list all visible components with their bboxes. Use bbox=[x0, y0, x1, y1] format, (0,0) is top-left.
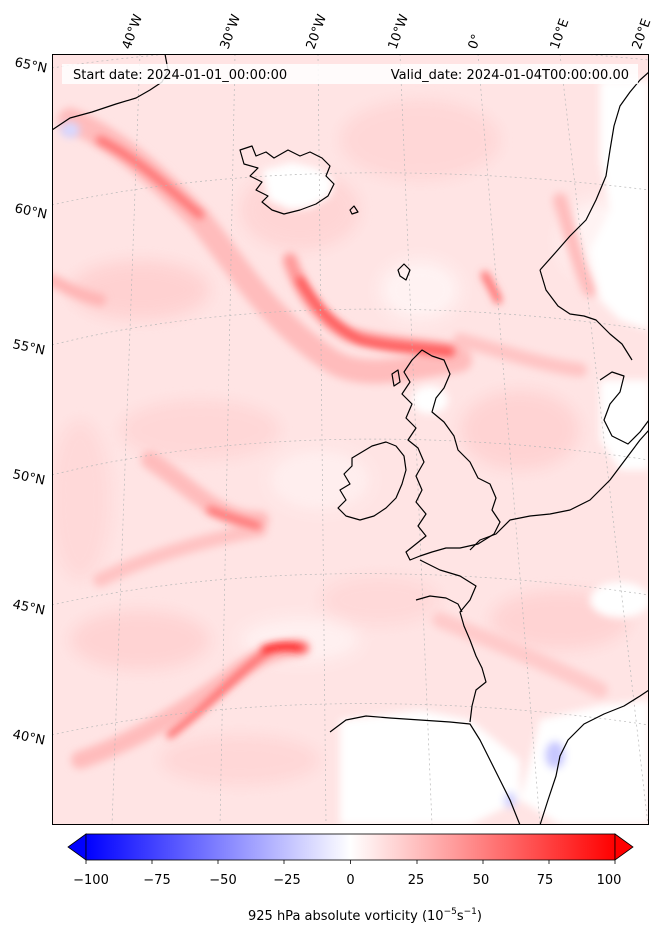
colorbar: −100 −75 −50 −25 0 25 50 75 100 925 hPa … bbox=[67, 833, 634, 924]
lon-label: 40°W bbox=[120, 12, 146, 51]
lat-label: 55°N bbox=[11, 337, 46, 358]
lon-label: 10°E bbox=[548, 17, 573, 52]
lat-label: 50°N bbox=[11, 467, 46, 488]
map-frame bbox=[52, 54, 649, 825]
header: Start date: 2024-01-01_00:00:00 Valid_da… bbox=[62, 64, 638, 84]
lon-label: 0° bbox=[466, 32, 485, 51]
colorbar-ticks bbox=[85, 860, 616, 864]
colorbar-tick-label: 75 bbox=[537, 873, 554, 888]
lat-label: 60°N bbox=[13, 201, 48, 222]
header-background bbox=[62, 64, 638, 84]
colorbar-label: 925 hPa absolute vorticity (10−5s−1) bbox=[248, 907, 482, 924]
colorbar-gradient bbox=[85, 833, 616, 861]
colorbar-label-main: 925 hPa absolute vorticity (10 bbox=[248, 909, 444, 924]
lat-label: 65°N bbox=[13, 55, 48, 76]
latitude-labels: 65°N 60°N 55°N 50°N 45°N 40°N bbox=[11, 55, 48, 748]
colorbar-label-end: ) bbox=[477, 909, 482, 924]
colorbar-label-exp2: −1 bbox=[464, 907, 477, 917]
norway-coast bbox=[539, 71, 649, 271]
ireland-coast bbox=[337, 441, 407, 521]
lon-label: 10°W bbox=[386, 12, 412, 51]
lon-label: 20°E bbox=[630, 17, 655, 52]
colorbar-tick-label: −100 bbox=[73, 873, 109, 888]
iberia-east-coast bbox=[539, 689, 649, 825]
colorbar-label-mid: s bbox=[457, 909, 464, 924]
lon-label: 20°W bbox=[304, 12, 330, 51]
colorbar-tick-label: 25 bbox=[408, 873, 425, 888]
graticule bbox=[52, 54, 649, 825]
valid-date-label: Valid_date: 2024-01-04T00:00:00.00 bbox=[391, 68, 629, 83]
colorbar-label-exp1: −5 bbox=[444, 907, 457, 917]
denmark-coast bbox=[599, 371, 649, 445]
colorbar-max-extend bbox=[614, 833, 634, 861]
faroes bbox=[349, 205, 359, 215]
continental-coast bbox=[469, 429, 649, 551]
lat-label: 40°N bbox=[11, 727, 46, 748]
longitude-labels: 40°W 30°W 20°W 10°W 0° 10°E 20°E bbox=[120, 12, 655, 51]
brittany-coast bbox=[415, 595, 463, 613]
colorbar-tick-labels: −100 −75 −50 −25 0 25 50 75 100 bbox=[73, 873, 621, 888]
start-date-label: Start date: 2024-01-01_00:00:00 bbox=[73, 68, 287, 83]
colorbar-tick-label: 100 bbox=[597, 873, 622, 888]
colorbar-tick-label: −25 bbox=[273, 873, 300, 888]
colorbar-min-extend bbox=[67, 833, 87, 861]
shetland bbox=[397, 263, 411, 281]
colorbar-tick-label: 0 bbox=[346, 873, 354, 888]
britain-coast bbox=[401, 349, 501, 561]
hebrides bbox=[391, 369, 401, 387]
iceland-coast bbox=[239, 145, 335, 215]
france-coast bbox=[419, 559, 487, 723]
map-panel bbox=[52, 54, 649, 825]
vorticity-cores bbox=[96, 136, 502, 739]
coastlines bbox=[52, 54, 649, 825]
lon-label: 30°W bbox=[218, 12, 244, 51]
norway-south bbox=[539, 269, 633, 361]
colorbar-tick-label: −50 bbox=[209, 873, 236, 888]
low-vorticity-areas bbox=[60, 80, 649, 825]
colorbar-tick-label: −75 bbox=[143, 873, 170, 888]
colorbar-tick-label: 50 bbox=[473, 873, 490, 888]
lat-label: 45°N bbox=[11, 597, 46, 618]
iberia-coast bbox=[329, 715, 521, 825]
